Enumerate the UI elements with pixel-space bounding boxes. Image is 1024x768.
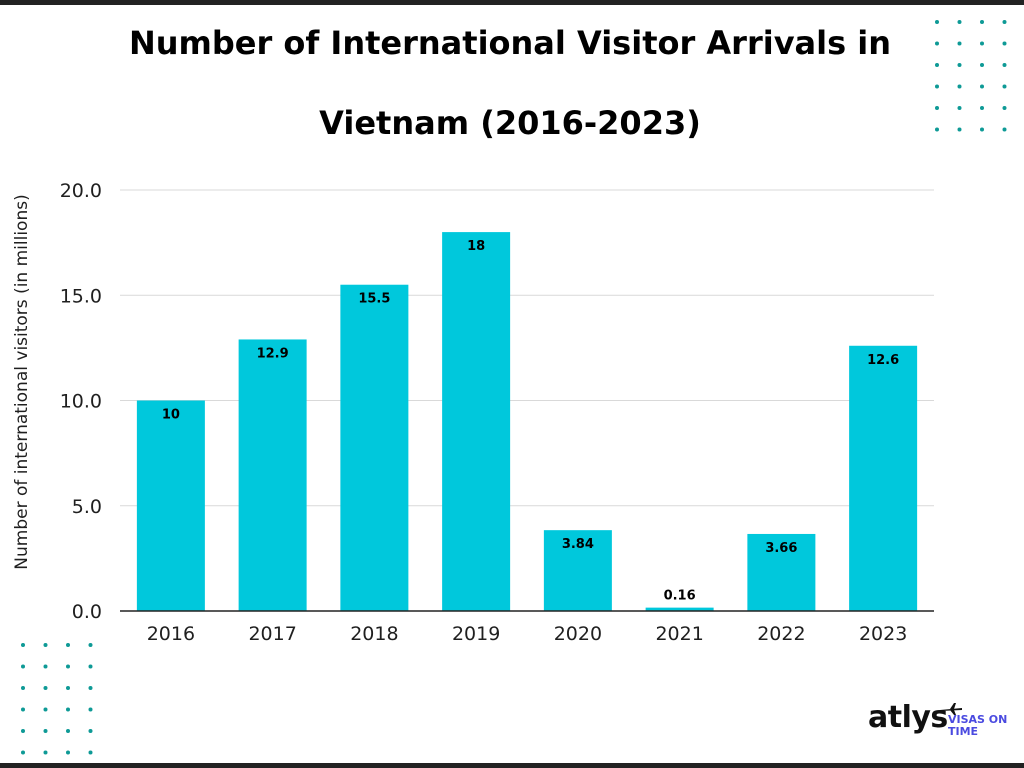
decorative-dots-bottom-left	[21, 643, 93, 755]
data-label: 15.5	[358, 292, 390, 307]
logo-tagline-line-2: TIME	[948, 725, 979, 738]
top-border	[0, 0, 1024, 5]
bar	[136, 400, 205, 611]
logo-wordmark: atlys	[868, 700, 948, 735]
decorative-dot	[88, 643, 93, 647]
y-tick-label: 0.0	[72, 601, 102, 623]
data-label: 3.66	[765, 541, 797, 556]
x-tick-label: 2020	[554, 623, 602, 645]
data-label: 12.6	[867, 353, 899, 368]
decorative-dot	[88, 664, 93, 669]
decorative-dot	[21, 664, 25, 669]
decorative-dot	[1002, 106, 1007, 110]
atlys-logo: atlys VISAS ON TIME	[868, 700, 1008, 746]
decorative-dot	[1002, 127, 1007, 132]
decorative-dot	[957, 63, 962, 67]
data-label: 10	[162, 408, 180, 423]
y-tick-label: 15.0	[60, 285, 102, 307]
bar	[442, 232, 511, 611]
decorative-dot	[935, 20, 939, 24]
decorative-dot	[88, 750, 93, 755]
bar	[645, 607, 714, 611]
decorative-dot	[43, 707, 48, 712]
data-label: 12.9	[257, 346, 289, 361]
decorative-dot	[957, 84, 962, 89]
decorative-dot	[66, 729, 70, 733]
decorative-dot	[66, 686, 70, 690]
decorative-dot	[88, 707, 93, 712]
decorative-dot	[43, 643, 48, 647]
decorative-dot	[21, 729, 25, 733]
decorative-dot	[935, 41, 939, 46]
x-tick-label: 2023	[859, 623, 907, 645]
decorative-dot	[21, 750, 25, 755]
decorative-dot	[21, 707, 25, 712]
decorative-dot	[43, 664, 48, 669]
decorative-dot	[935, 106, 939, 110]
x-tick-label: 2016	[147, 623, 195, 645]
chart-title-line-1: Number of International Visitor Arrivals…	[128, 24, 892, 62]
decorative-dot	[1002, 63, 1007, 67]
decorative-dot	[980, 127, 984, 132]
decorative-dot	[957, 127, 962, 132]
decorative-dots-top-right	[935, 20, 1007, 132]
decorative-dot	[980, 63, 984, 67]
decorative-dot	[957, 106, 962, 110]
decorative-dot	[957, 20, 962, 24]
bar	[543, 530, 612, 611]
decorative-dot	[935, 127, 939, 132]
bottom-border	[0, 763, 1024, 768]
decorative-dot	[21, 686, 25, 690]
decorative-dot	[43, 686, 48, 690]
decorative-dot	[980, 41, 984, 46]
x-tick-label: 2017	[248, 623, 296, 645]
decorative-dot	[935, 63, 939, 67]
logo-tagline-line-1: VISAS ON	[948, 713, 1008, 726]
data-label: 0.16	[664, 589, 696, 604]
decorative-dot	[935, 84, 939, 89]
decorative-dot	[1002, 41, 1007, 46]
x-tick-label: 2019	[452, 623, 500, 645]
decorative-dot	[88, 729, 93, 733]
y-tick-label: 5.0	[72, 496, 102, 518]
decorative-dot	[980, 106, 984, 110]
decorative-dot	[980, 20, 984, 24]
y-tick-label: 20.0	[60, 180, 102, 202]
x-tick-label: 2022	[757, 623, 805, 645]
decorative-dot	[43, 750, 48, 755]
decorative-dot	[1002, 84, 1007, 89]
bar	[849, 345, 918, 611]
decorative-dot	[43, 729, 48, 733]
decorative-dot	[66, 707, 70, 712]
decorative-dot	[21, 643, 25, 647]
x-tick-label: 2018	[350, 623, 398, 645]
bar	[238, 339, 307, 611]
decorative-dot	[957, 41, 962, 46]
logo-tagline: VISAS ON TIME	[948, 714, 1018, 738]
decorative-dot	[980, 84, 984, 89]
y-tick-label: 10.0	[60, 391, 102, 413]
data-label: 3.84	[562, 537, 594, 552]
decorative-dot	[66, 664, 70, 669]
chart-title-line-2: Vietnam (2016-2023)	[319, 104, 701, 142]
decorative-dot	[1002, 20, 1007, 24]
bar	[340, 284, 409, 611]
decorative-dot	[66, 643, 70, 647]
decorative-dot	[88, 686, 93, 690]
bar	[747, 533, 816, 611]
x-tick-label: 2021	[655, 623, 703, 645]
data-label: 18	[467, 239, 485, 254]
airplane-icon	[940, 703, 962, 715]
decorative-dot	[66, 750, 70, 755]
